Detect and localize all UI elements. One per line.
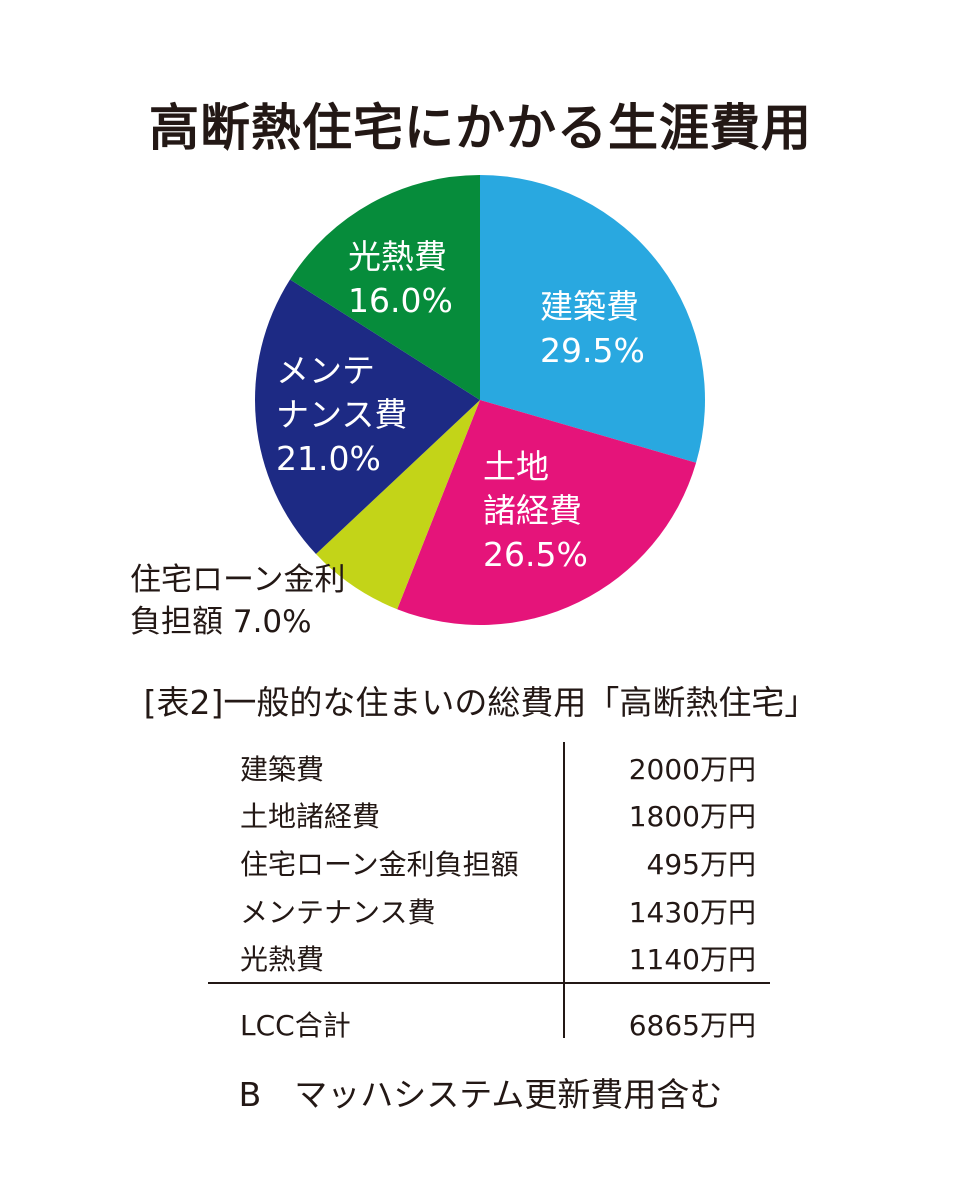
table-row: 土地諸経費 1800万円	[208, 789, 770, 833]
slice-label-0: 建築費 29.5%	[540, 287, 645, 370]
table-row: メンテナンス費 1430万円	[208, 885, 770, 929]
slice-label-line: 住宅ローン金利	[130, 562, 345, 598]
slice-label-1: 土地諸経費 26.5%	[483, 447, 588, 574]
pie-chart: 建築費 29.5% 土地諸経費 26.5% 住宅ローン金利負担額 7.0% メンテナンス費…	[130, 175, 705, 640]
slice-label-line: 土地	[483, 447, 549, 486]
table-row: 住宅ローン金利負担額 495万円	[208, 837, 770, 881]
slice-label-line: 建築費	[540, 287, 639, 326]
cost-table: 建築費 2000万円 土地諸経費 1800万円 住宅ローン金利負担額 495万円…	[208, 742, 770, 1042]
total-item: LCC合計	[240, 1009, 351, 1042]
row-amount: 495万円	[646, 848, 756, 881]
table-caption: [表2]一般的な住まいの総費用「高断熱住宅」	[143, 683, 818, 722]
total-amount: 6865万円	[628, 1009, 756, 1042]
footnote: B マッハシステム更新費用含む	[238, 1075, 723, 1114]
slice-label-line: 負担額 7.0%	[130, 604, 312, 640]
table-total-divider	[208, 982, 770, 984]
slice-label-2: 住宅ローン金利負担額 7.0%	[130, 562, 345, 640]
slice-label-line: 21.0%	[276, 439, 381, 478]
pie-slice-4	[290, 175, 480, 400]
table-row: 建築費 2000万円	[208, 742, 770, 786]
slice-label-line: 16.0%	[348, 281, 453, 320]
row-amount: 1430万円	[628, 896, 756, 929]
row-item: メンテナンス費	[240, 896, 436, 929]
slice-label-line: 光熱費	[348, 237, 447, 276]
slice-label-4: 光熱費 16.0%	[348, 237, 453, 320]
slice-label-line: 29.5%	[540, 331, 645, 370]
chart-title: 高断熱住宅にかかる生涯費用	[149, 99, 812, 157]
row-amount: 1140万円	[628, 943, 756, 976]
table-total-row: LCC合計 6865万円	[208, 998, 770, 1042]
pie-slice-3	[254, 279, 480, 555]
row-item: 住宅ローン金利負担額	[240, 848, 519, 881]
table-column-divider	[563, 742, 565, 1038]
row-item: 光熱費	[240, 943, 325, 976]
pie-slice-0	[480, 175, 705, 463]
slice-label-line: ナンス費	[276, 395, 407, 434]
slice-label-line: 諸経費	[483, 491, 582, 530]
row-amount: 2000万円	[628, 753, 756, 786]
slice-label-3: メンテナンス費 21.0%	[276, 351, 407, 478]
row-amount: 1800万円	[628, 800, 756, 833]
pie-slice-2	[315, 400, 480, 610]
slice-label-line: メンテ	[276, 351, 375, 390]
row-item: 建築費	[240, 753, 325, 786]
pie-slice-1	[397, 400, 697, 626]
row-item: 土地諸経費	[240, 800, 381, 833]
table-row: 光熱費 1140万円	[208, 932, 770, 976]
slice-label-line: 26.5%	[483, 535, 588, 574]
